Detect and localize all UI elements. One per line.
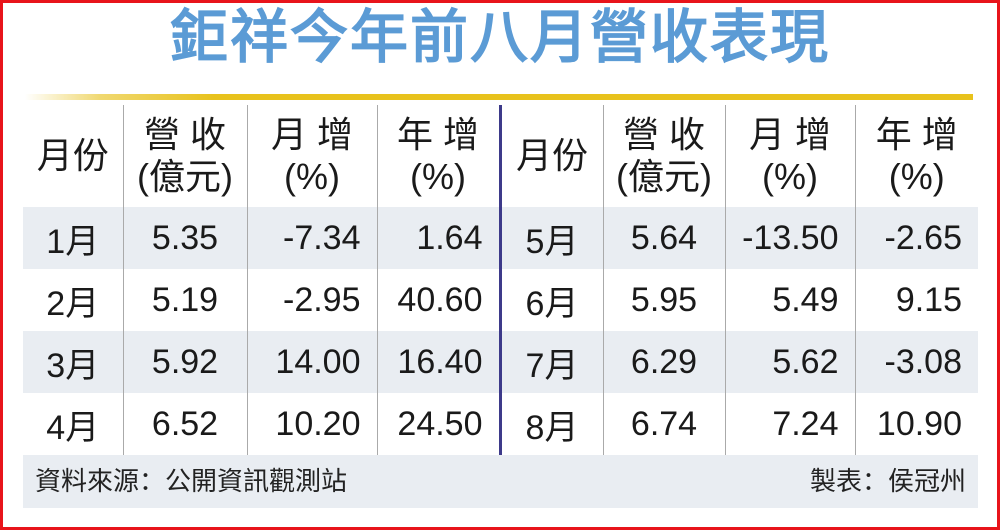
cell-yoy: 16.40 bbox=[376, 331, 500, 393]
header-unit: (%) bbox=[410, 156, 466, 197]
header-unit: (億元) bbox=[137, 156, 233, 197]
header-label: 月份 bbox=[515, 135, 588, 176]
page-title: 鉅祥今年前八月營收表現 bbox=[169, 5, 830, 70]
cell-mom: 14.00 bbox=[246, 331, 377, 393]
cell-month: 8月 bbox=[498, 393, 603, 455]
cell-yoy: -3.08 bbox=[854, 331, 978, 393]
header-label: 營 收 bbox=[143, 114, 226, 155]
header-unit: (%) bbox=[762, 156, 818, 197]
cell-month: 7月 bbox=[498, 331, 603, 393]
cell-yoy: -2.65 bbox=[854, 207, 978, 269]
header-label: 營 收 bbox=[622, 114, 705, 155]
cell-month: 5月 bbox=[498, 207, 603, 269]
cell-revenue: 5.95 bbox=[602, 269, 725, 331]
header-yoy: 年 增 (%) bbox=[376, 105, 500, 207]
cell-revenue: 5.35 bbox=[122, 207, 247, 269]
header-month: 月份 bbox=[498, 105, 603, 207]
cell-mom: 7.24 bbox=[724, 393, 855, 455]
accent-divider bbox=[25, 94, 973, 100]
table-row: 2月 5.19 -2.95 40.60 6月 5.95 5.49 9.15 bbox=[23, 269, 978, 331]
cell-yoy: 10.90 bbox=[854, 393, 978, 455]
cell-month: 2月 bbox=[46, 284, 100, 323]
cell-revenue: 6.74 bbox=[602, 393, 725, 455]
table-row: 4月 6.52 10.20 24.50 8月 6.74 7.24 10.90 bbox=[23, 393, 978, 455]
header-row: 月份營 收 (億元) 月 增 (%) 年 增 (%) 月份營 收 (億元) 月 增 (%) 年 增(… bbox=[23, 105, 978, 207]
cell-mom: -2.95 bbox=[246, 269, 377, 331]
revenue-table: 月份營 收 (億元) 月 增 (%) 年 增 (%) 月份營 收 (億元) 月 增 (%) 年 增(… bbox=[23, 105, 978, 455]
table-row: 1月 5.35 -7.34 1.64 5月 5.64 -13.50 -2.65 bbox=[23, 207, 978, 269]
cell-mom: 5.62 bbox=[724, 331, 855, 393]
cell-revenue: 5.19 bbox=[122, 269, 247, 331]
header-unit: (%) bbox=[284, 156, 340, 197]
header-label: 月份 bbox=[36, 135, 109, 176]
cell-mom: 10.20 bbox=[246, 393, 377, 455]
table-row: 3月 5.92 14.00 16.40 7月 6.29 5.62 -3.08 bbox=[23, 331, 978, 393]
header-unit: (億元) bbox=[616, 156, 712, 197]
cell-revenue: 6.52 bbox=[122, 393, 247, 455]
cell-mom: -13.50 bbox=[724, 207, 855, 269]
header-label: 月 增 bbox=[748, 114, 831, 155]
header-label: 年 增 bbox=[396, 114, 479, 155]
header-label: 月 增 bbox=[270, 114, 353, 155]
cell-mom: -7.34 bbox=[246, 207, 377, 269]
cell-yoy: 9.15 bbox=[854, 269, 978, 331]
source-note: 資料來源：公開資訊觀測站 bbox=[35, 466, 348, 496]
cell-yoy: 40.60 bbox=[376, 269, 500, 331]
maker-credit: 製表：侯冠州 bbox=[809, 466, 966, 496]
cell-month: 3月 bbox=[23, 331, 123, 393]
cell-month: 6月 bbox=[498, 269, 603, 331]
cell-revenue: 5.64 bbox=[602, 207, 725, 269]
cell-month: 1月 bbox=[23, 207, 123, 269]
header-unit: (%) bbox=[888, 156, 945, 197]
header-month: 月份 bbox=[23, 105, 123, 207]
cell-yoy: 1.64 bbox=[376, 207, 500, 269]
header-mom: 月 增 (%) bbox=[724, 105, 855, 207]
header-revenue: 營 收 (億元) bbox=[602, 105, 725, 207]
cell-revenue: 6.29 bbox=[602, 331, 725, 393]
cell-revenue: 5.92 bbox=[122, 331, 247, 393]
header-label: 年 增 bbox=[875, 114, 958, 155]
cell-month: 4月 bbox=[46, 408, 100, 447]
header-yoy: 年 增 (%) bbox=[854, 105, 978, 207]
cell-yoy: 24.50 bbox=[376, 393, 500, 455]
header-mom: 月 增 (%) bbox=[246, 105, 377, 207]
header-revenue: 營 收 (億元) bbox=[122, 105, 247, 207]
table-footer: 資料來源：公開資訊觀測站 製表：侯冠州 bbox=[23, 455, 978, 508]
cell-mom: 5.49 bbox=[724, 269, 855, 331]
